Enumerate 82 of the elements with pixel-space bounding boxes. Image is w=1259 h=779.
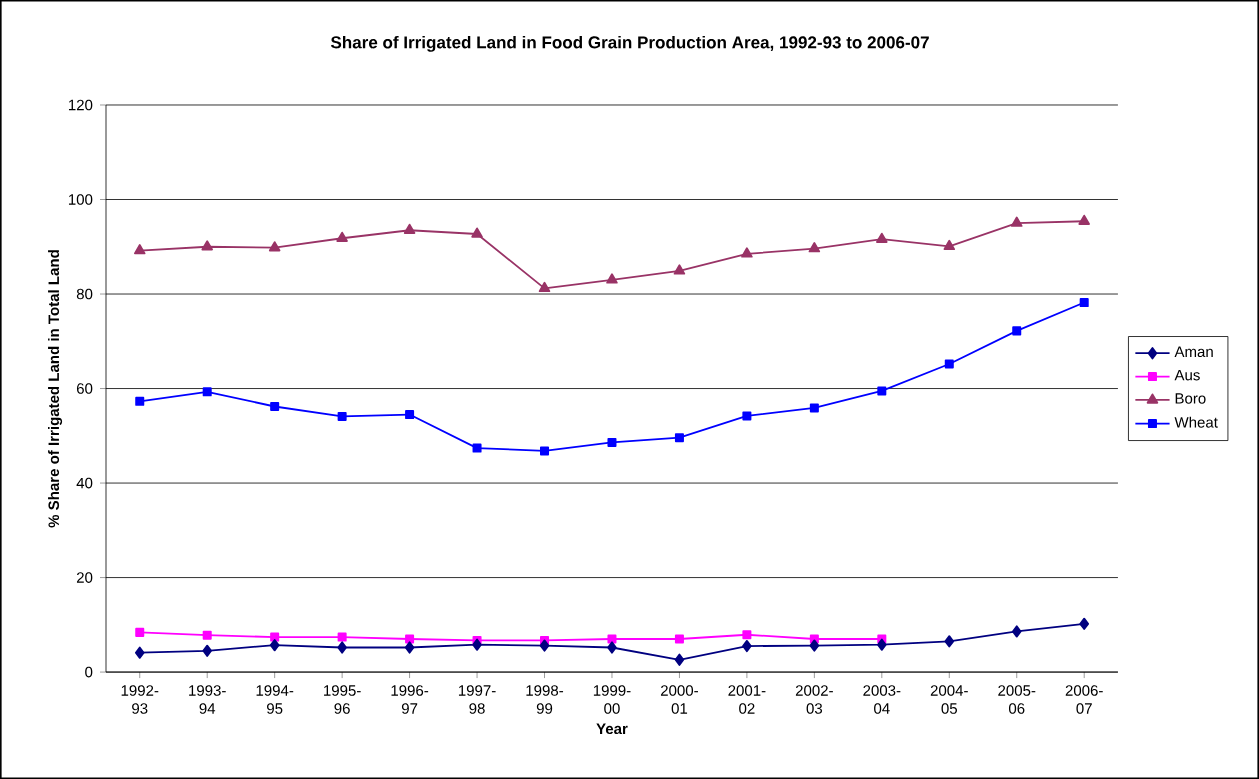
point <box>403 223 416 234</box>
point <box>337 641 347 654</box>
y-tick-label: 120 <box>68 99 93 111</box>
x-tick-label: 1992-93 <box>121 685 159 714</box>
point <box>877 638 887 651</box>
point <box>202 387 212 397</box>
point <box>742 411 752 421</box>
point <box>404 641 415 654</box>
point <box>674 634 684 644</box>
point <box>336 231 348 242</box>
point <box>1078 214 1090 225</box>
point <box>944 635 955 648</box>
point <box>133 244 146 255</box>
x-tick-label: 2003-04 <box>863 685 901 714</box>
point <box>269 639 280 652</box>
x-tick-label: 2000-01 <box>660 685 698 714</box>
point <box>472 638 482 651</box>
point <box>539 639 550 652</box>
point <box>472 443 482 453</box>
legend-label: Boro <box>1175 393 1206 404</box>
x-tick-label: 2005-06 <box>998 685 1036 714</box>
x-tick-label: 2004-05 <box>930 685 968 714</box>
x-tick-label: 2006-07 <box>1065 685 1103 714</box>
chart-title: Share of Irrigated Land in Food Grain Production Area, 1992-93 to 2006-07 <box>330 35 929 52</box>
point <box>268 241 281 252</box>
point <box>270 632 280 642</box>
point <box>674 653 685 666</box>
legend-label: Wheat <box>1174 416 1218 428</box>
y-tick-label: 60 <box>76 383 93 394</box>
point <box>337 632 347 642</box>
point <box>673 264 686 275</box>
point <box>201 240 213 251</box>
point <box>1010 216 1023 227</box>
point <box>808 242 821 253</box>
x-tick-label: 1994-95 <box>256 685 294 714</box>
x-tick-label: 1993-94 <box>189 685 226 714</box>
x-tick-label: 1999-00 <box>593 685 631 714</box>
point <box>809 403 819 413</box>
point <box>1012 326 1022 336</box>
point <box>809 639 820 652</box>
point <box>742 639 752 653</box>
point <box>674 433 684 443</box>
x-tick-label: 1995-96 <box>324 685 361 714</box>
y-tick-label: 0 <box>85 666 93 678</box>
point <box>742 630 752 640</box>
x-axis-title: Year <box>596 723 628 735</box>
point <box>1011 625 1022 638</box>
point <box>270 401 280 411</box>
point <box>135 627 145 637</box>
point <box>606 273 618 284</box>
point <box>405 410 415 420</box>
point <box>202 644 213 657</box>
point <box>607 437 617 447</box>
point <box>135 396 145 406</box>
point <box>538 281 551 293</box>
point <box>877 386 887 396</box>
y-tick-label: 80 <box>76 288 93 300</box>
point <box>943 239 956 250</box>
point <box>471 227 483 238</box>
point <box>134 646 145 659</box>
x-tick-label: 2002-03 <box>795 685 833 714</box>
point <box>1079 617 1090 630</box>
y-tick-label: 20 <box>76 572 93 583</box>
y-tick-label: 100 <box>68 194 93 205</box>
legend-label: Aman <box>1174 346 1213 358</box>
point <box>540 446 550 456</box>
point <box>741 247 753 258</box>
legend-label: Aus <box>1174 369 1200 381</box>
x-tick-label: 1996-97 <box>391 685 429 714</box>
point <box>337 411 347 421</box>
point <box>876 232 888 243</box>
x-tick-label: 2001-02 <box>728 685 766 714</box>
x-tick-label: 1997-98 <box>458 685 496 714</box>
point <box>944 359 954 369</box>
point <box>607 634 617 644</box>
point <box>202 630 212 640</box>
point <box>607 641 617 654</box>
y-axis-title: % Share of Irrigated Land in Total Land <box>48 250 63 528</box>
point <box>405 634 415 644</box>
point <box>1079 297 1089 308</box>
x-tick-label: 1998-99 <box>526 685 564 714</box>
y-tick-label: 40 <box>76 477 93 489</box>
